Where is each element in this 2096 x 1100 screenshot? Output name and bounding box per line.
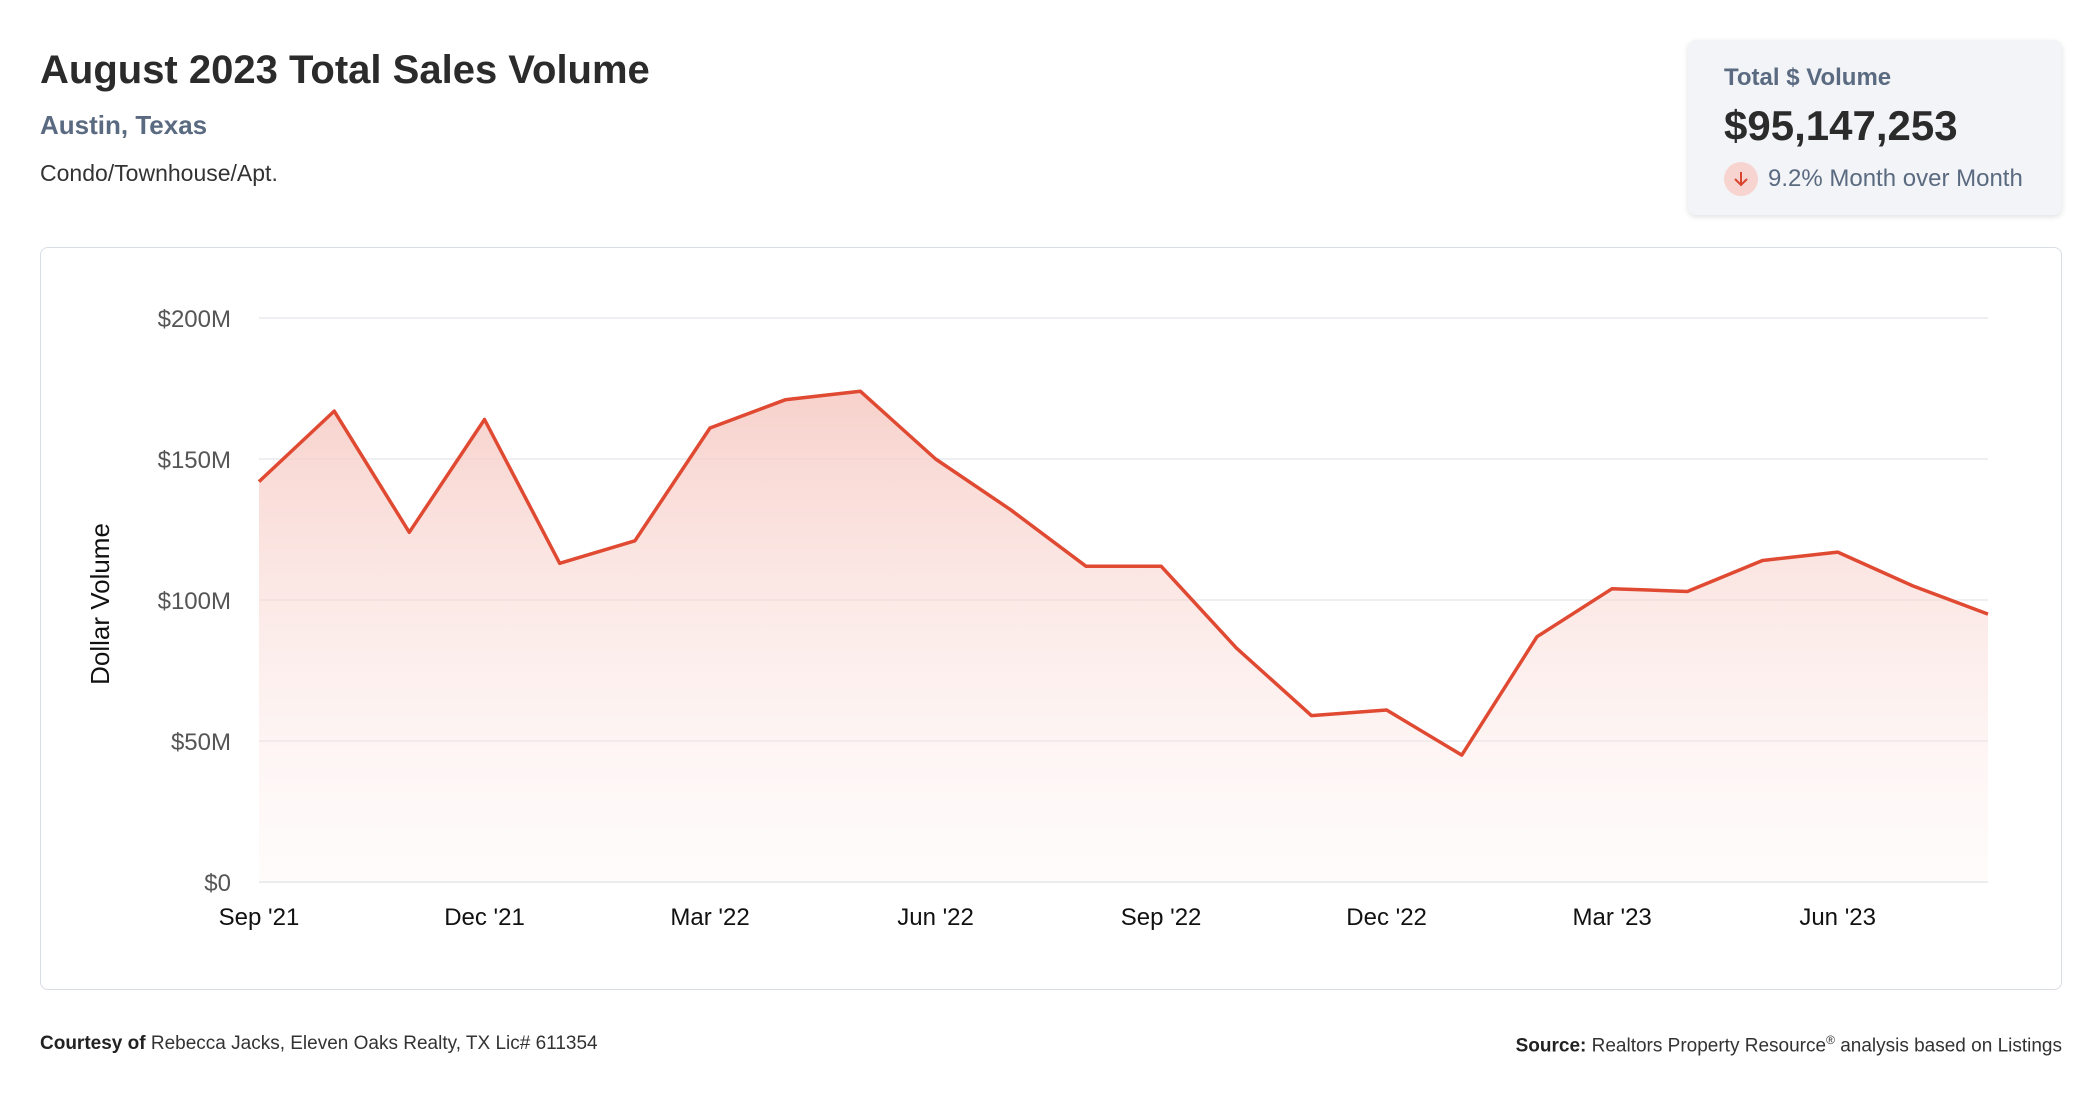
x-tick-label: Mar '23 (1572, 904, 1651, 931)
courtesy-label: Courtesy of (40, 1033, 146, 1054)
courtesy-text: Rebecca Jacks, Eleven Oaks Realty, TX Li… (150, 1033, 598, 1054)
data-point[interactable] (1155, 560, 1167, 572)
x-tick-label: Jun '22 (897, 904, 974, 931)
data-point[interactable] (1305, 710, 1317, 722)
data-point[interactable] (554, 557, 566, 569)
registered-mark: ® (1826, 1033, 1835, 1047)
location-label: Austin, Texas (40, 110, 208, 140)
footer-source: Source: Realtors Property Resource® anal… (1516, 1033, 2062, 1057)
series-area (259, 391, 1988, 882)
y-axis-label: Dollar Volume (85, 523, 115, 685)
data-point[interactable] (1531, 631, 1543, 643)
data-point[interactable] (1080, 560, 1092, 572)
chart-card: $0 $50M $100M $150M $200M Sep '21 Dec '21 Mar … (40, 247, 2062, 990)
x-tick-label: Dec '22 (1346, 904, 1427, 931)
change-text: 9.2% Month over Month (1768, 165, 2023, 192)
source-text-1: Realtors Property Resource (1591, 1035, 1827, 1057)
data-point[interactable] (1456, 749, 1468, 761)
data-point[interactable] (1005, 504, 1017, 516)
series-line (257, 389, 1989, 757)
y-tick-label: $150M (158, 447, 231, 474)
footer-courtesy: Courtesy of Rebecca Jacks, Eleven Oaks R… (40, 1033, 598, 1055)
summary-label: Total $ Volume (1724, 64, 1892, 91)
x-tick-label: Mar '22 (670, 904, 749, 931)
x-tick-label: Sep '21 (219, 904, 300, 931)
source-label: Source: (1515, 1035, 1587, 1057)
data-point[interactable] (403, 526, 415, 538)
data-point[interactable] (328, 405, 340, 417)
data-point[interactable] (704, 422, 716, 434)
chart: $0 $50M $100M $150M $200M Sep '21 Dec '21 Mar … (85, 306, 1994, 931)
page-title: August 2023 Total Sales Volume (40, 48, 650, 92)
y-tick-label: $50M (171, 729, 231, 756)
property-type-label: Condo/Townhouse/Apt. (40, 160, 278, 186)
data-point[interactable] (1681, 586, 1693, 598)
data-point[interactable] (1230, 642, 1242, 654)
data-point[interactable] (930, 453, 942, 465)
data-point[interactable] (479, 414, 491, 426)
data-point[interactable] (854, 385, 866, 397)
summary-value: $95,147,253 (1724, 102, 1958, 149)
data-point[interactable] (1381, 704, 1393, 716)
y-tick-label: $100M (158, 588, 231, 615)
x-tick-label: Sep '22 (1121, 904, 1202, 931)
x-tick-label: Dec '21 (444, 904, 525, 931)
data-point[interactable] (1832, 546, 1844, 558)
source-text-2: analysis based on Listings (1840, 1035, 2062, 1057)
data-point[interactable] (1982, 608, 1994, 620)
y-tick-label: $200M (158, 306, 231, 333)
data-point[interactable] (1606, 583, 1618, 595)
change-row: 9.2% Month over Month (1724, 162, 2023, 196)
data-point[interactable] (779, 394, 791, 406)
data-point[interactable] (253, 476, 265, 488)
summary-card: Total $ Volume $95,147,253 9.2% Month ov… (1688, 40, 2062, 215)
x-tick-label: Jun '23 (1799, 904, 1876, 931)
data-point[interactable] (1907, 580, 1919, 592)
arrow-down-icon (1724, 162, 1758, 196)
y-tick-label: $0 (204, 870, 231, 897)
data-point[interactable] (1756, 555, 1768, 567)
data-point[interactable] (629, 535, 641, 547)
